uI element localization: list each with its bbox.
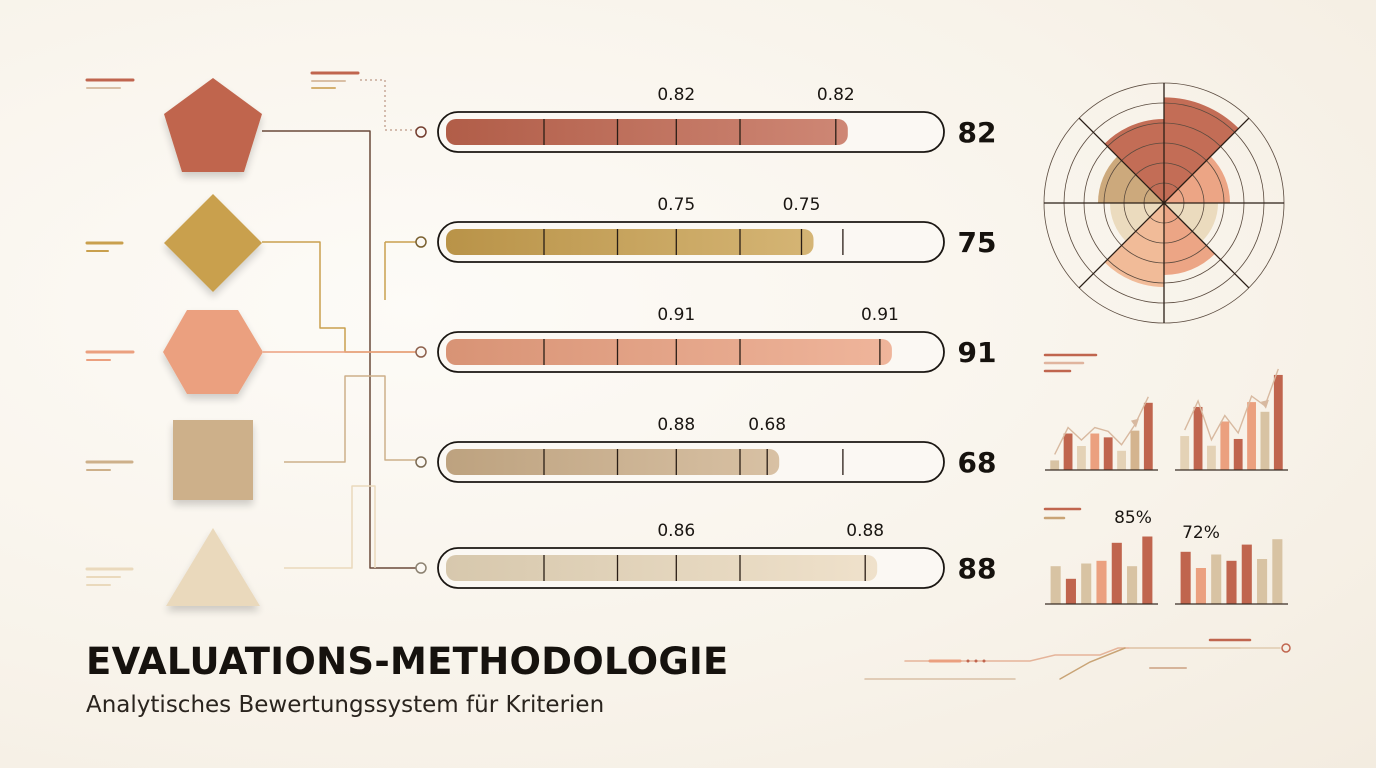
bar-value-label: 0.91	[861, 305, 899, 325]
mini-trend-line	[1054, 396, 1149, 455]
mini-bar	[1257, 559, 1268, 604]
mini-bar	[1207, 445, 1216, 470]
mini-chart-percent: 85%	[1114, 508, 1152, 528]
polar-sector	[1164, 203, 1215, 275]
bar-value-label: 0.86	[657, 521, 695, 541]
connector-dot	[415, 236, 427, 248]
polar-spoke	[1078, 202, 1165, 289]
connector-dot	[415, 456, 427, 468]
bar-value-label: 0.88	[657, 415, 695, 435]
mini-trend-arrow	[1130, 418, 1139, 428]
triangle-icon	[166, 528, 260, 606]
square-icon	[173, 420, 253, 500]
pentagon-icon	[164, 78, 262, 172]
polar-spoke	[1163, 202, 1250, 289]
bar-value-label: 0.75	[783, 195, 821, 215]
polar-sector	[1110, 203, 1164, 242]
mini-bar-charts: 85% 72%	[1043, 353, 1288, 605]
mini-bar	[1127, 566, 1138, 604]
page-subtitle: Analytisches Bewertungssystem für Kriter…	[86, 692, 605, 718]
circuit-decoration	[864, 638, 1291, 680]
bar-score: 91	[958, 336, 997, 369]
mini-bar	[1272, 539, 1283, 604]
mini-bar	[1063, 433, 1073, 470]
connector-dot	[415, 346, 427, 358]
mini-bar	[1143, 402, 1153, 470]
mini-bar	[1195, 568, 1206, 604]
mini-bar	[1096, 560, 1107, 604]
mini-bar	[1050, 566, 1061, 604]
mini-bar	[1117, 450, 1126, 470]
mini-trend-arrow	[1260, 399, 1269, 409]
mini-bar	[1233, 438, 1243, 470]
mini-bar	[1180, 436, 1190, 470]
bar-value-label: 0.82	[817, 85, 855, 105]
polar-sector	[1164, 203, 1218, 242]
hexagon-icon	[163, 310, 263, 394]
bar-value-label: 0.75	[657, 195, 695, 215]
connector-lines	[262, 79, 420, 569]
mini-bar	[1142, 536, 1153, 604]
label-stubs	[85, 71, 360, 586]
bar-fill	[446, 119, 848, 145]
criteria-shapes	[163, 78, 263, 606]
bar-score: 88	[958, 552, 997, 585]
polar-sector	[1164, 97, 1239, 203]
mini-bar	[1090, 433, 1100, 470]
bar-score: 68	[958, 446, 997, 479]
polar-spoke	[1078, 117, 1165, 204]
polar-spoke	[1163, 117, 1250, 204]
bar-score: 82	[958, 116, 997, 149]
bar-score: 75	[958, 226, 997, 259]
connector-dot	[415, 562, 427, 574]
mini-bar	[1220, 421, 1230, 470]
mini-bar	[1081, 563, 1092, 604]
mini-bar	[1241, 544, 1252, 604]
mini-bar	[1130, 430, 1140, 470]
mini-bar	[1193, 406, 1203, 470]
bar-value-label: 0.91	[657, 305, 695, 325]
page-title: EVALUATIONS-METHODOLOGIE	[86, 640, 729, 683]
mini-bar	[1211, 554, 1222, 604]
bar-fill	[446, 339, 892, 365]
mini-bar	[1103, 437, 1113, 470]
mini-bar	[1180, 551, 1191, 604]
mini-chart-percent: 72%	[1182, 523, 1220, 543]
mini-bar	[1247, 402, 1256, 470]
polar-sector	[1104, 203, 1164, 287]
mini-bar	[1077, 446, 1086, 470]
bar-value-label: 0.82	[657, 85, 695, 105]
mini-bar	[1273, 374, 1283, 470]
bar-fill	[446, 555, 878, 581]
mini-bar	[1260, 411, 1270, 470]
mini-bar	[1226, 560, 1237, 604]
polar-area-chart	[1043, 82, 1285, 324]
bar-fill	[446, 229, 814, 255]
rating-bars: 0.82 0.82 82 0.75 0.75 75 0.91 0.91 91 0.88 0.68 68…	[415, 85, 997, 589]
bar-value-label: 0.68	[748, 415, 786, 435]
polar-sector	[1104, 119, 1164, 203]
bar-fill	[446, 449, 780, 475]
connector-dot	[415, 126, 427, 138]
mini-bar	[1111, 542, 1122, 604]
bar-value-label: 0.88	[846, 521, 884, 541]
mini-bar	[1050, 460, 1060, 470]
diamond-icon	[164, 194, 262, 292]
mini-bar	[1065, 578, 1076, 604]
